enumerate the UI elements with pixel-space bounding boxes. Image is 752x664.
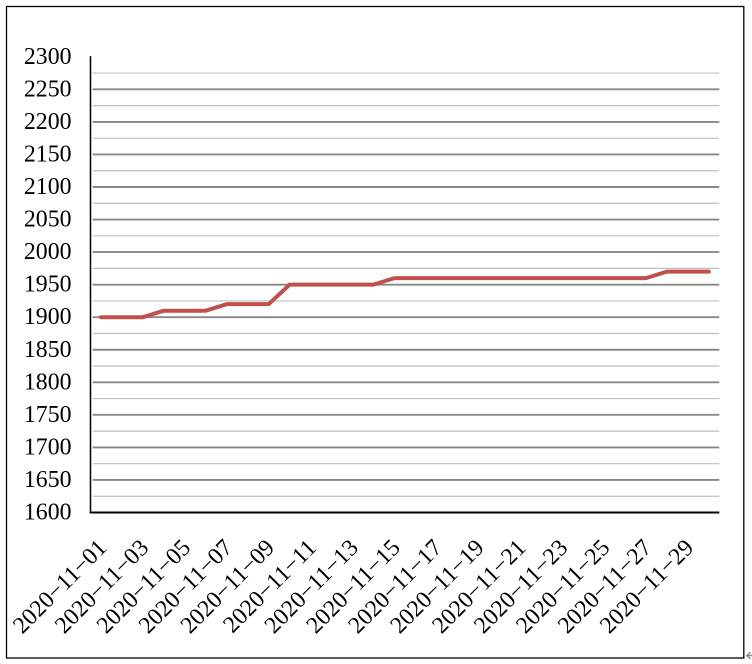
svg-text:2200: 2200 [24, 109, 72, 135]
svg-text:1950: 1950 [24, 272, 72, 298]
svg-text:2150: 2150 [24, 141, 72, 167]
svg-text:1800: 1800 [24, 369, 72, 395]
svg-text:2100: 2100 [24, 174, 72, 200]
svg-text:1850: 1850 [24, 337, 72, 363]
svg-text:2300: 2300 [24, 44, 72, 70]
svg-text:2050: 2050 [24, 207, 72, 233]
svg-text:1750: 1750 [24, 402, 72, 428]
svg-text:1650: 1650 [24, 467, 72, 493]
svg-text:1900: 1900 [24, 304, 72, 330]
svg-text:1600: 1600 [24, 500, 72, 526]
svg-text:1700: 1700 [24, 434, 72, 460]
svg-text:2000: 2000 [24, 239, 72, 265]
svg-text:2250: 2250 [24, 76, 72, 102]
